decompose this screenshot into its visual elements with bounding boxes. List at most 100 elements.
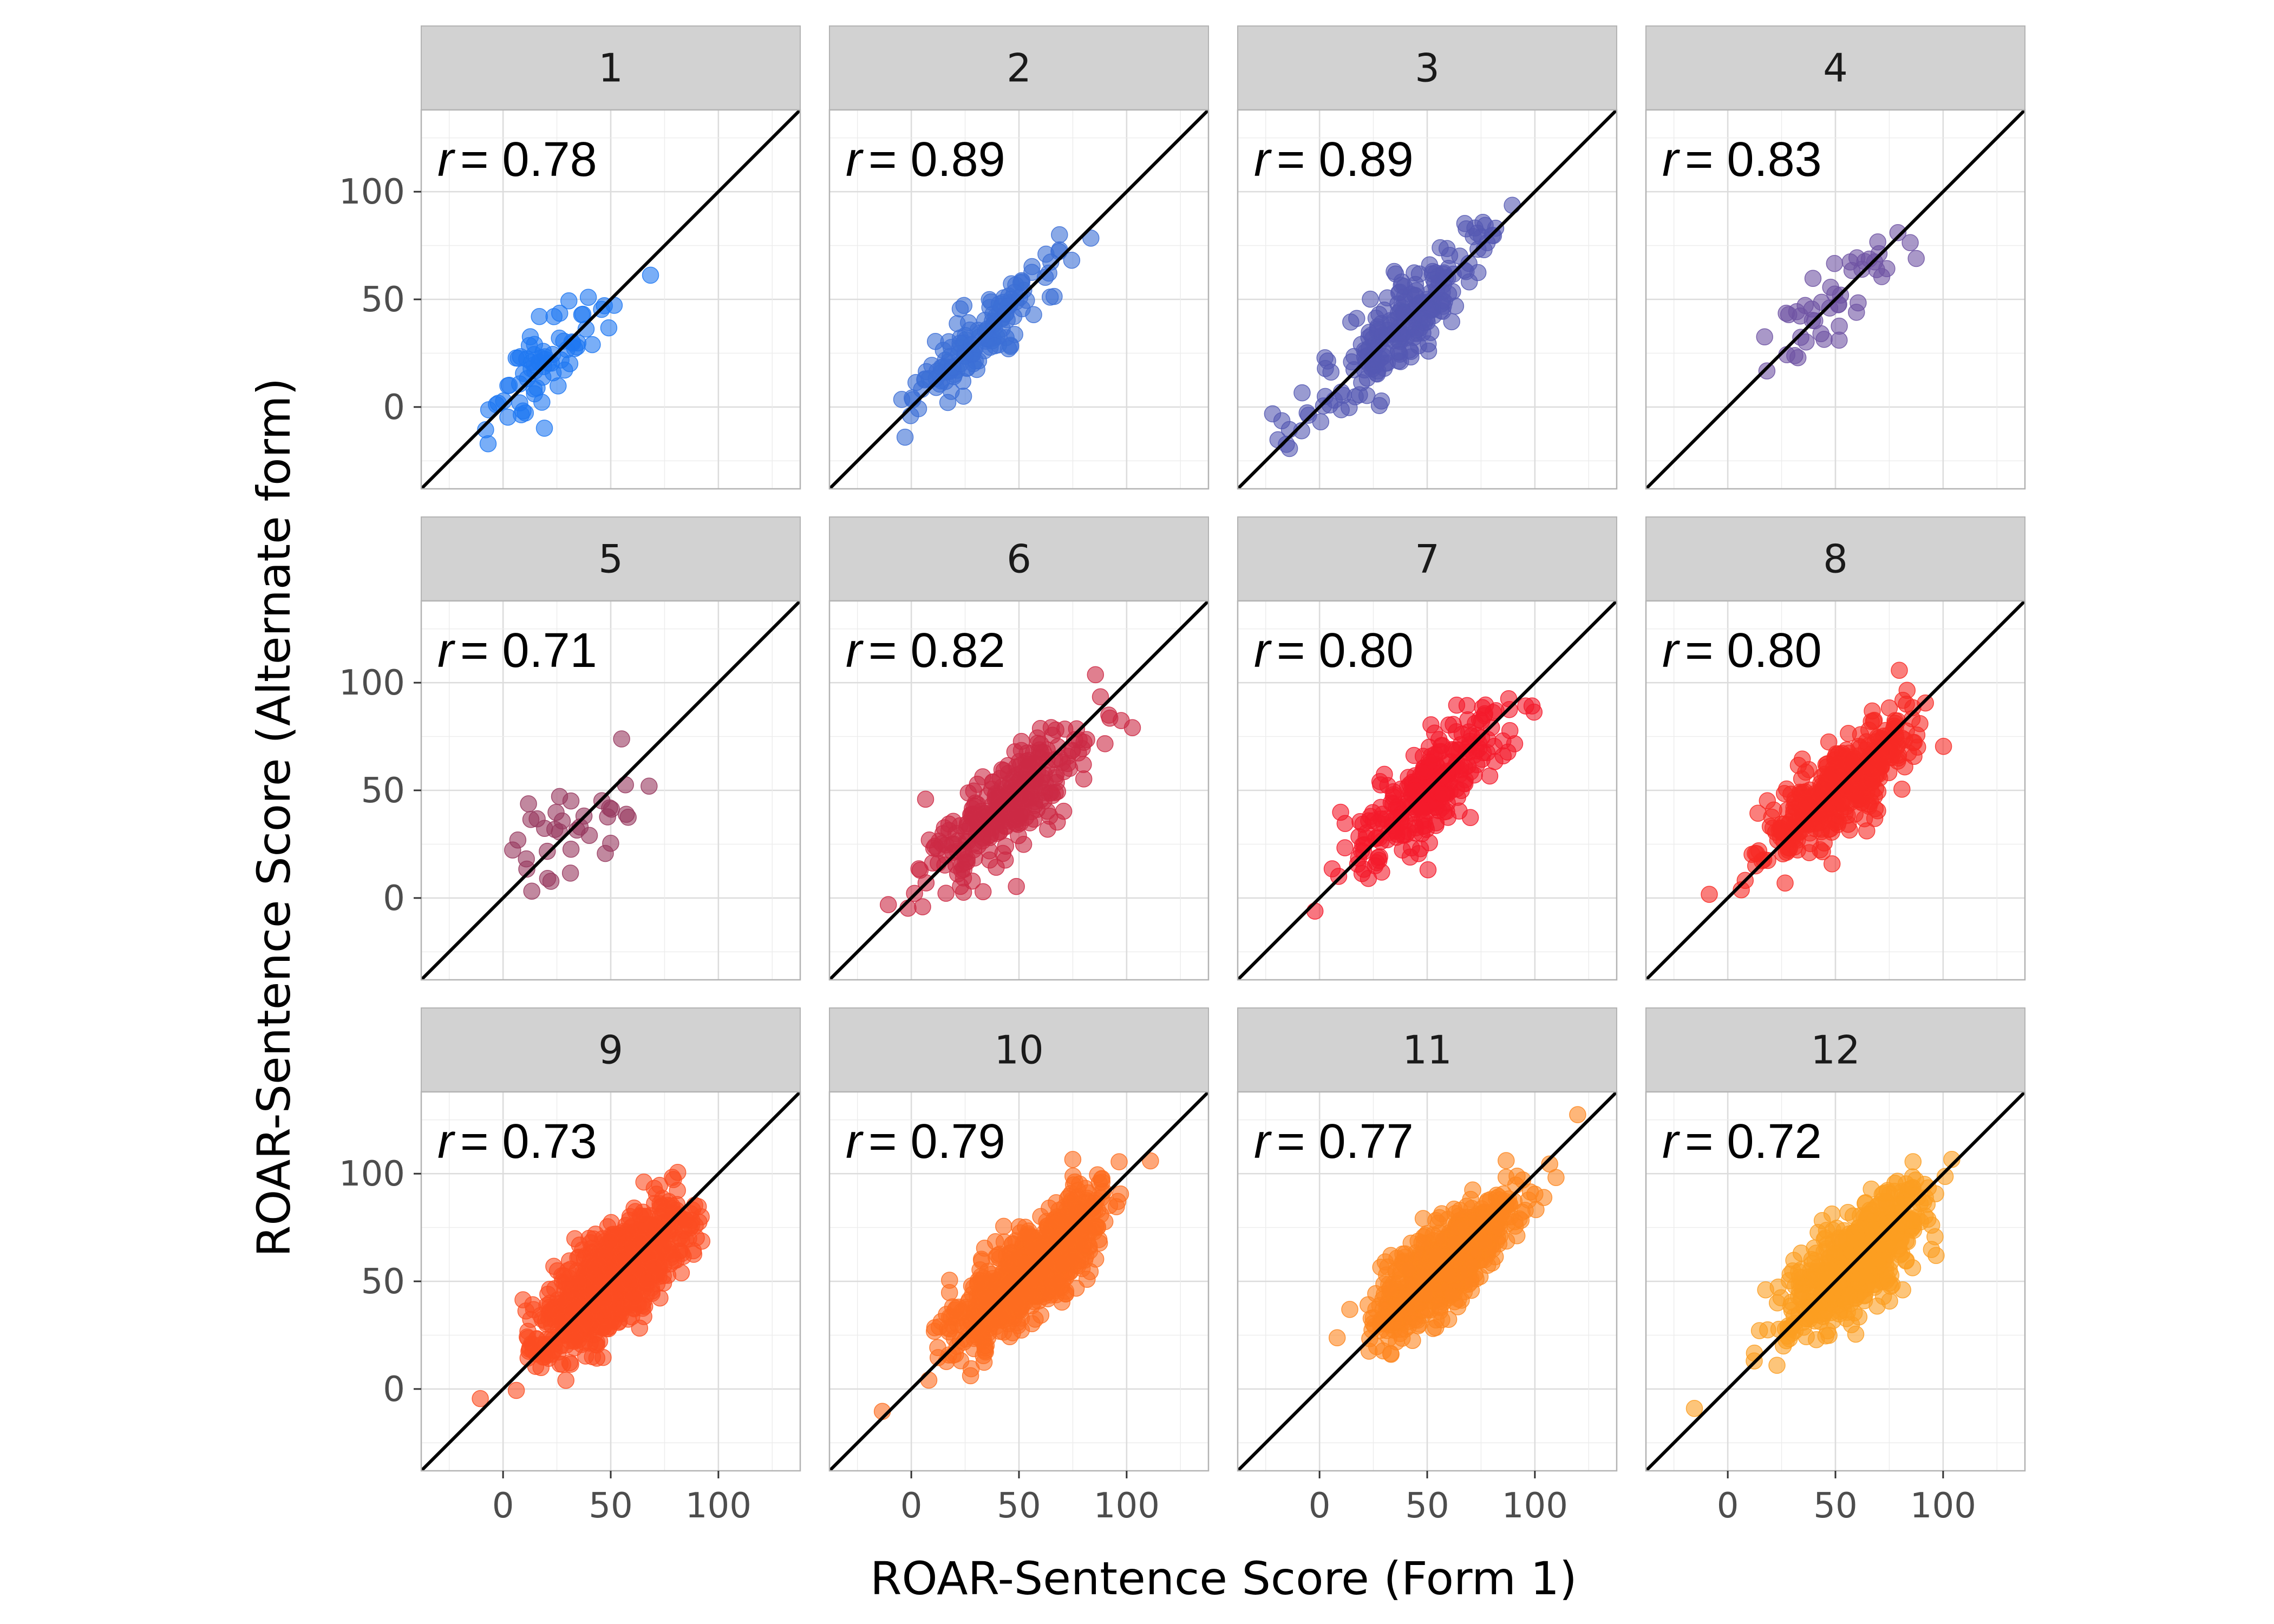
scatter-point (1413, 801, 1430, 818)
scatter-point (1113, 712, 1130, 729)
scatter-point (1943, 1151, 1961, 1168)
scatter-point (1848, 791, 1866, 809)
scatter-point (1395, 328, 1413, 345)
scatter-point (969, 776, 986, 793)
scatter-point (613, 730, 630, 748)
scatter-point (591, 1332, 609, 1350)
scatter-point (1055, 802, 1073, 820)
scatter-point (549, 1291, 566, 1309)
facet-strip-label: 9 (598, 1027, 623, 1073)
identity-line (1238, 601, 1617, 980)
y-tick-label: 0 (383, 879, 405, 919)
scatter-point (1332, 401, 1350, 418)
scatter-point (520, 337, 538, 355)
scatter-points (1756, 224, 1925, 379)
scatter-point (1367, 857, 1384, 875)
correlation-value: = 0.89 (1277, 133, 1414, 187)
scatter-point (1403, 839, 1420, 856)
gridlines (421, 601, 800, 980)
scatter-point (1498, 1152, 1515, 1169)
scatter-point (1863, 1180, 1880, 1198)
scatter-point (1348, 310, 1365, 328)
panel-border (828, 109, 1210, 490)
scatter-point (574, 305, 592, 323)
scatter-point (509, 831, 527, 849)
facet-strip (1237, 1007, 1617, 1092)
scatter-point (988, 859, 1005, 876)
scatter-points (879, 666, 1141, 917)
scatter-point (1523, 697, 1541, 715)
scatter-point (974, 883, 992, 900)
scatter-point (1047, 1230, 1064, 1248)
scatter-point (1002, 774, 1019, 791)
scatter-point (562, 841, 580, 858)
correlation-label: r = 0.89 (1254, 133, 1414, 187)
y-tick-label: 50 (361, 280, 405, 320)
scatter-point (1826, 1245, 1844, 1263)
scatter-point (1375, 302, 1393, 319)
correlation-symbol: r (846, 624, 864, 678)
scatter-point (578, 1311, 595, 1328)
scatter-point (1458, 697, 1476, 715)
scatter-point (951, 300, 969, 318)
facet-strip-label: 11 (1402, 1027, 1452, 1073)
scatter-point (1685, 1400, 1703, 1417)
facet-panel-1: 1r = 0.78 (420, 25, 801, 490)
x-axis-title: ROAR-Sentence Score (Form 1) (870, 1552, 1577, 1605)
scatter-point (1317, 359, 1334, 377)
scatter-point (1865, 711, 1883, 729)
identity-line (1646, 601, 2025, 980)
scatter-point (1351, 813, 1369, 830)
scatter-point (1804, 270, 1822, 287)
scatter-points (1685, 1151, 1961, 1417)
scatter-point (1409, 1317, 1427, 1334)
scatter-point (1815, 331, 1833, 348)
scatter-point (1775, 785, 1793, 802)
scatter-point (1923, 1241, 1940, 1258)
scatter-point (937, 885, 955, 902)
gridlines (1646, 1092, 2025, 1471)
scatter-point (995, 1217, 1012, 1235)
scatter-point (1430, 1209, 1448, 1227)
facet-panel-9: 9r = 0.73 (420, 1007, 801, 1472)
scatter-point (1280, 440, 1298, 457)
scatter-point (479, 435, 497, 453)
scatter-point (1800, 761, 1818, 778)
facet-strip-label: 1 (598, 45, 623, 91)
x-tick-label: 0 (900, 1486, 923, 1526)
scatter-point (1386, 263, 1403, 280)
correlation-label: r = 0.83 (1662, 133, 1822, 187)
scatter-point (1792, 329, 1809, 346)
correlation-label: r = 0.79 (846, 1115, 1005, 1169)
scatter-point (589, 1269, 606, 1286)
scatter-point (1336, 839, 1354, 856)
correlation-label: r = 0.72 (1662, 1115, 1822, 1169)
scatter-point (1458, 1197, 1475, 1215)
scatter-point (1328, 1329, 1346, 1347)
scatter-point (566, 1230, 584, 1247)
scatter-point (646, 1216, 663, 1234)
scatter-point (966, 794, 984, 812)
scatter-point (1813, 293, 1831, 311)
facet-strip-label: 12 (1811, 1027, 1860, 1073)
scatter-point (1075, 1238, 1093, 1255)
scatter-point (514, 402, 532, 420)
scatter-point (1370, 336, 1387, 354)
identity-line (421, 601, 800, 980)
scatter-point (1431, 1302, 1448, 1320)
scatter-point (1393, 277, 1410, 294)
scatter-point (1336, 815, 1354, 833)
scatter-point (1485, 227, 1502, 245)
scatter-point (1901, 234, 1919, 251)
scatter-point (1908, 726, 1926, 744)
scatter-point (1830, 296, 1847, 313)
scatter-point (1023, 264, 1041, 281)
correlation-label: r = 0.82 (846, 624, 1005, 678)
scatter-point (1880, 699, 1898, 717)
y-tick-label: 50 (361, 1262, 405, 1302)
scatter-point (976, 1240, 994, 1257)
scatter-point (1027, 1311, 1044, 1328)
scatter-point (599, 808, 616, 826)
